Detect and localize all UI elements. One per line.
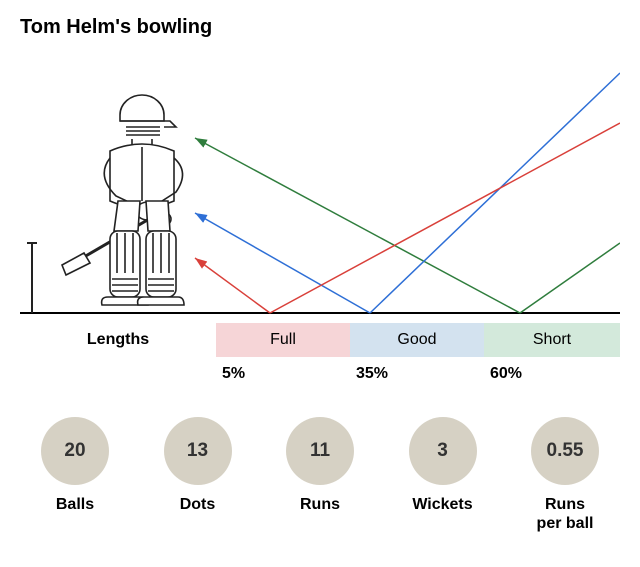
length-box-good: Good [350,323,484,357]
stat-item: 3 Wickets [388,417,498,533]
pct-short: 60% [484,365,620,383]
percentages-row: 5% 35% 60% [20,365,620,383]
stat-label: Dots [180,495,216,514]
lengths-label: Lengths [20,331,216,349]
length-box-short: Short [484,323,620,357]
stats-row: 20 Balls 13 Dots 11 Runs 3 Wickets 0.55 Runs per … [20,417,620,533]
chart-title: Tom Helm's bowling [20,16,620,39]
stat-item: 13 Dots [143,417,253,533]
length-box-full: Full [216,323,350,357]
stat-value: 11 [286,417,354,485]
stat-label: Runs [300,495,340,514]
stat-label: Balls [56,495,94,514]
stat-value: 3 [409,417,477,485]
stat-value: 0.55 [531,417,599,485]
stat-label: Wickets [412,495,472,514]
pitch-diagram [20,63,620,323]
lengths-row: Lengths Full Good Short [20,323,620,357]
stat-item: 11 Runs [265,417,375,533]
pct-full: 5% [216,365,350,383]
stat-item: 0.55 Runs per ball [510,417,620,533]
stat-value: 13 [164,417,232,485]
stat-label: Runs per ball [537,495,594,533]
stat-item: 20 Balls [20,417,130,533]
pct-good: 35% [350,365,484,383]
stat-value: 20 [41,417,109,485]
